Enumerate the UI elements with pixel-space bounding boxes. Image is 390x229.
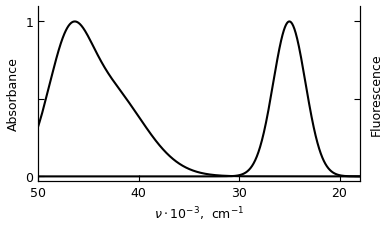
Y-axis label: Fluorescence: Fluorescence	[370, 53, 383, 135]
X-axis label: $\nu \cdot 10^{-3}$,  cm$^{-1}$: $\nu \cdot 10^{-3}$, cm$^{-1}$	[154, 204, 244, 222]
Y-axis label: Absorbance: Absorbance	[7, 57, 20, 131]
